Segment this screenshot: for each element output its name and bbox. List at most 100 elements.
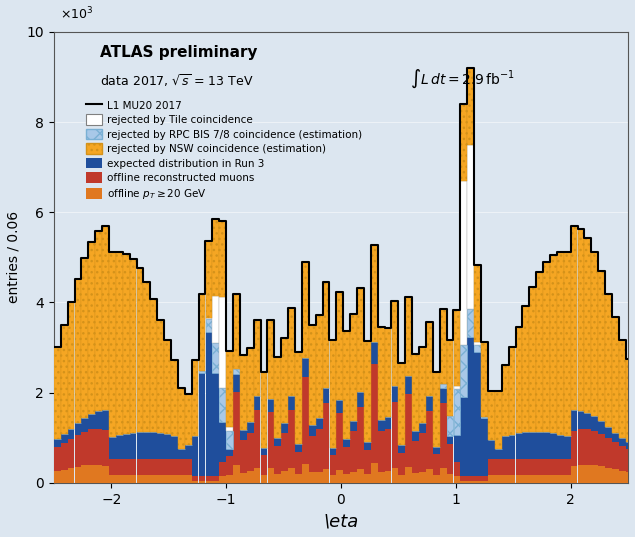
Bar [516,326,523,433]
Bar [467,309,474,337]
Bar [392,386,398,402]
Bar [316,472,323,483]
Bar [206,241,212,318]
Bar [598,434,605,466]
Bar [516,475,523,483]
Bar [150,432,157,459]
Bar [626,449,632,472]
Bar [364,341,371,442]
Bar [330,475,337,483]
Bar [550,459,557,475]
Bar [144,459,150,475]
Bar [626,472,632,483]
Bar [516,459,523,475]
Bar [371,342,378,364]
Bar [240,431,247,440]
Bar [274,357,281,438]
Bar [351,314,357,420]
Bar [392,301,398,386]
Bar [626,359,632,442]
Bar [233,391,240,465]
Bar [323,403,330,469]
Bar [109,475,116,483]
Bar [226,449,233,456]
Bar [398,364,405,445]
Bar [116,436,123,459]
Bar [351,431,357,472]
Bar [488,475,495,483]
Bar [323,282,330,388]
Bar [419,472,426,483]
Bar [88,242,95,413]
Bar [467,481,474,483]
Bar [226,456,233,475]
Bar [433,372,439,447]
Bar [157,320,164,433]
Bar [116,475,123,483]
Bar [74,279,81,423]
Bar [426,469,433,483]
Bar [419,347,426,423]
Bar [267,320,274,398]
Bar [226,431,233,449]
Bar [357,288,364,393]
Bar [123,254,130,434]
Bar [54,346,61,439]
Bar [330,448,337,455]
Bar [523,459,529,475]
Bar [564,459,571,475]
X-axis label: \eta: \eta [323,512,359,530]
Bar [309,472,316,483]
Bar [488,459,495,475]
L1 MU20 2017 [464,64,471,71]
Bar [199,294,205,371]
Bar [446,436,453,444]
Bar [95,465,102,483]
Bar [88,413,95,430]
Bar [247,423,253,433]
Bar [605,294,612,427]
Bar [123,475,130,483]
Bar [550,433,557,459]
Bar [536,432,543,459]
Bar [260,475,267,483]
Bar [102,226,109,410]
Bar [199,371,205,373]
Bar [474,265,481,342]
Bar [474,345,481,352]
Bar [591,416,598,431]
L1 MU20 2017 [50,343,58,350]
Bar [267,468,274,483]
Bar [212,296,219,343]
Bar [523,306,529,432]
Bar [178,388,185,449]
Bar [164,459,171,475]
Bar [267,412,274,468]
Bar [219,462,226,476]
Bar [612,442,618,469]
Bar [460,397,467,476]
Bar [199,373,205,476]
Bar [226,351,233,427]
Bar [74,435,81,467]
Bar [260,372,267,448]
Bar [206,476,212,481]
Bar [502,365,509,437]
Bar [453,462,460,476]
Bar [426,410,433,469]
Bar [481,481,488,483]
Bar [460,345,467,397]
Bar [192,476,199,481]
Bar [398,453,405,475]
Text: ATLAS preliminary: ATLAS preliminary [100,45,257,60]
Bar [219,476,226,483]
Bar [523,432,529,459]
Bar [351,420,357,431]
Bar [288,396,295,410]
Bar [495,459,502,475]
Bar [247,433,253,471]
Text: data 2017, $\sqrt{s}$ = 13 TeV: data 2017, $\sqrt{s}$ = 13 TeV [100,72,253,89]
Bar [344,331,350,439]
Bar [446,416,453,436]
Bar [495,391,502,449]
